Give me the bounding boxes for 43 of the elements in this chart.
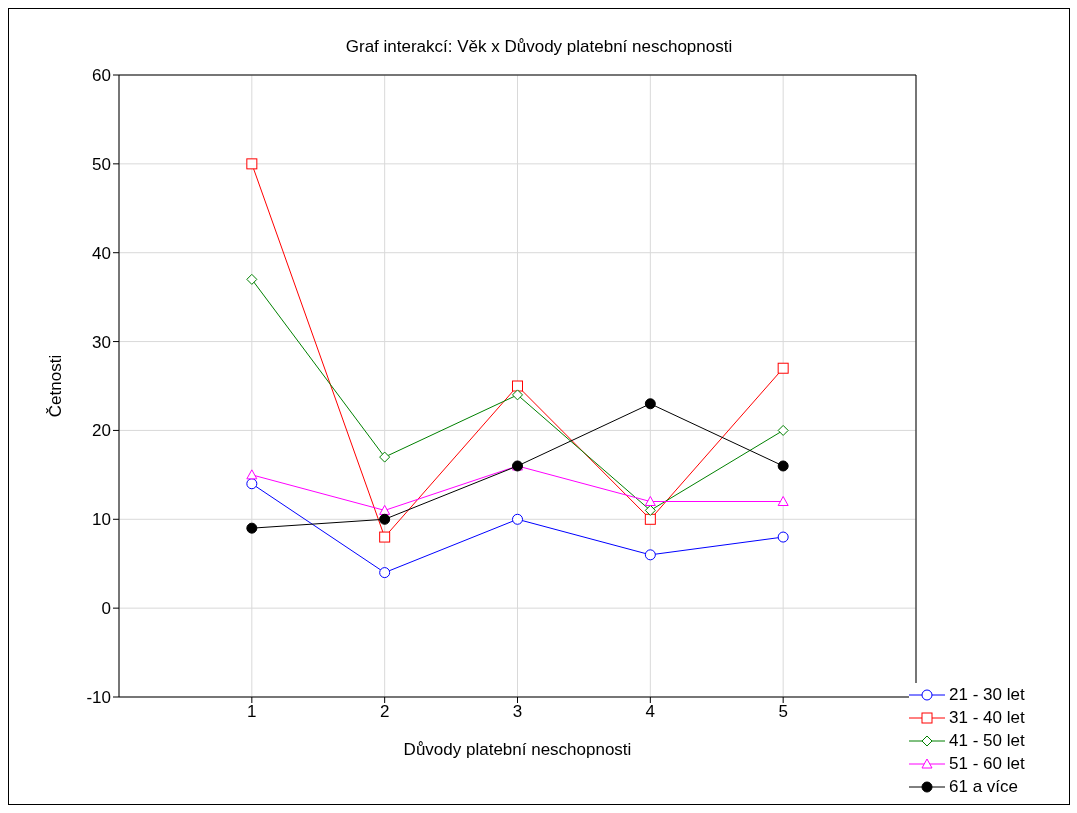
point	[379, 504, 391, 515]
point	[246, 273, 258, 285]
x-tick-label: 4	[645, 702, 656, 722]
y-tick-label: -10	[86, 688, 111, 708]
y-tick-label: 60	[92, 66, 111, 86]
point	[644, 398, 656, 410]
y-tick-label: 10	[92, 510, 111, 530]
legend-label: 21 - 30 let	[949, 684, 1025, 705]
point	[777, 424, 789, 436]
point	[777, 460, 789, 472]
y-tick-label: 40	[92, 243, 111, 263]
legend-label: 31 - 40 let	[949, 707, 1025, 728]
point	[512, 380, 523, 392]
point	[246, 478, 258, 490]
point	[379, 451, 391, 463]
point	[512, 513, 523, 525]
legend-label: 51 - 60 let	[949, 753, 1025, 774]
y-tick-label: 30	[92, 332, 111, 352]
point	[644, 496, 656, 507]
point	[379, 531, 391, 543]
point	[512, 389, 523, 401]
chart-title: Graf interakcí: Věk x Důvody platební neschopnosti	[344, 37, 734, 57]
x-tick-label: 5	[778, 702, 788, 722]
point	[777, 496, 789, 507]
x-tick-label: 3	[512, 702, 523, 722]
point	[777, 531, 789, 543]
point	[379, 513, 391, 525]
x-tick-label: 2	[379, 702, 390, 722]
point	[644, 549, 656, 561]
point	[777, 362, 789, 374]
point	[246, 469, 258, 480]
x-tick-label: 1	[247, 702, 257, 722]
y-tick-label: 50	[92, 154, 111, 174]
y-tick-label: 20	[92, 421, 111, 441]
x-axis-title: Důvody platební neschopnosti	[403, 740, 632, 759]
point	[246, 522, 258, 534]
legend-label: 41 - 50 let	[949, 730, 1025, 751]
point	[379, 567, 391, 579]
y-tick-label: 0	[101, 599, 111, 619]
legend-label: 61 a více	[949, 776, 1018, 797]
point	[246, 158, 258, 170]
point	[644, 513, 656, 525]
y-axis-title: Četnosti	[46, 354, 66, 418]
